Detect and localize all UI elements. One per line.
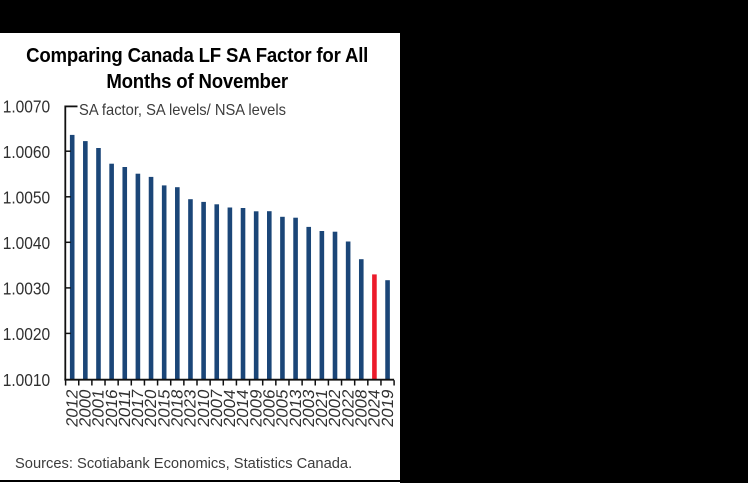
svg-text:2004: 2004: [221, 388, 239, 428]
svg-text:2000: 2000: [77, 388, 95, 428]
svg-text:2015: 2015: [155, 388, 173, 428]
svg-text:2005: 2005: [274, 388, 292, 428]
svg-text:2003: 2003: [300, 388, 318, 428]
svg-text:1.0060: 1.0060: [3, 142, 51, 162]
svg-text:1.0030: 1.0030: [3, 279, 51, 299]
svg-text:1.0040: 1.0040: [3, 233, 51, 253]
svg-text:2014: 2014: [234, 388, 252, 428]
svg-text:1.0020: 1.0020: [3, 324, 51, 344]
svg-text:2009: 2009: [247, 388, 265, 428]
svg-text:2008: 2008: [353, 388, 371, 428]
svg-text:2018: 2018: [169, 388, 187, 428]
svg-text:2010: 2010: [195, 388, 213, 428]
svg-text:2019: 2019: [379, 388, 397, 428]
svg-text:2020: 2020: [142, 388, 160, 428]
svg-text:2012: 2012: [63, 388, 81, 428]
svg-text:2007: 2007: [208, 388, 226, 428]
svg-text:2016: 2016: [103, 388, 121, 428]
svg-text:1.0010: 1.0010: [3, 370, 51, 390]
svg-text:2024: 2024: [366, 388, 384, 428]
svg-text:2001: 2001: [90, 388, 108, 428]
svg-text:2017: 2017: [129, 388, 147, 428]
svg-text:2022: 2022: [339, 388, 357, 428]
svg-text:2023: 2023: [182, 388, 200, 428]
svg-text:2013: 2013: [287, 388, 305, 428]
svg-text:1.0050: 1.0050: [3, 188, 51, 208]
svg-text:2002: 2002: [326, 388, 344, 428]
svg-text:2011: 2011: [116, 388, 134, 428]
svg-text:1.0070: 1.0070: [3, 97, 51, 117]
svg-text:2021: 2021: [313, 388, 331, 428]
svg-text:2006: 2006: [261, 388, 279, 428]
